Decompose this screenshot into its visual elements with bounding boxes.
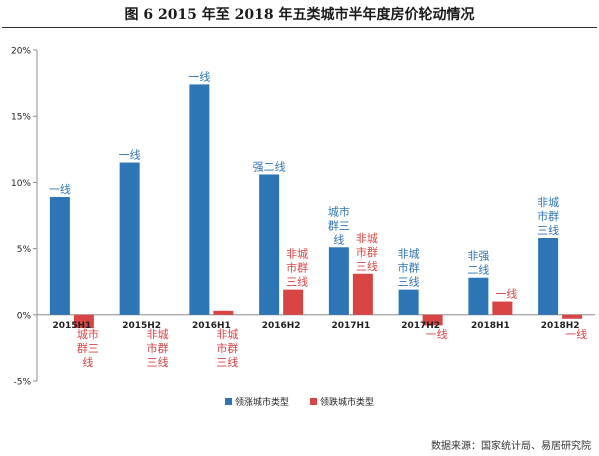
bar-rising	[189, 84, 210, 315]
legend-label: 领涨城市类型	[235, 396, 289, 408]
x-tick-label: 2017H1	[331, 321, 370, 331]
legend-label: 领跌城市类型	[320, 396, 374, 408]
bar-falling	[352, 273, 373, 315]
falling-city-label: 非城市群三线	[356, 232, 378, 273]
y-tick-label: -5%	[13, 378, 31, 388]
bar-falling	[422, 314, 443, 326]
bar-rising	[468, 277, 489, 315]
x-tick-label: 2015H1	[52, 321, 91, 331]
falling-city-label: 非城市群三线	[286, 248, 308, 289]
rising-city-label: 非城市群三线	[398, 248, 420, 289]
x-tick-label: 2016H2	[262, 321, 301, 331]
rising-city-label: 非城市群三线	[537, 196, 559, 237]
bar-falling	[73, 314, 94, 329]
rising-city-label: 一线	[188, 69, 210, 83]
falling-city-label: 非城市群三线	[147, 328, 169, 369]
bar-rising	[398, 289, 419, 315]
rising-city-label: 一线	[49, 182, 71, 196]
falling-city-label: 一线	[565, 327, 587, 341]
y-tick-label: 10%	[11, 179, 31, 189]
legend-swatch	[310, 398, 317, 405]
rising-city-label: 非强二线	[467, 250, 489, 277]
rising-city-label: 强二线	[253, 159, 286, 173]
rising-city-label: 城市群三线	[328, 204, 350, 246]
legend-swatch	[225, 398, 232, 405]
x-tick-label: 2016H1	[192, 321, 231, 331]
bar-rising	[49, 196, 70, 315]
y-tick-label: 20%	[11, 47, 31, 57]
bar-rising	[328, 247, 349, 315]
falling-city-label: 一线	[426, 327, 448, 341]
falling-city-label: 城市群三线	[77, 327, 99, 369]
rising-city-label: 一线	[119, 148, 141, 162]
bar-falling	[213, 310, 234, 315]
x-tick-label: 2018H1	[471, 321, 510, 331]
y-tick-label: 0%	[17, 311, 32, 321]
falling-city-label: 非城市群三线	[216, 328, 238, 369]
title-divider	[2, 27, 597, 28]
y-tick-label: 5%	[17, 245, 32, 255]
falling-city-label: 一线	[495, 287, 517, 301]
bar-rising	[538, 238, 559, 315]
chart-title: 图 6 2015 年至 2018 年五类城市半年度房价轮动情况	[124, 7, 475, 23]
x-tick-label: 2015H2	[122, 321, 161, 331]
x-tick-label: 2018H2	[541, 321, 580, 331]
bar-rising	[259, 174, 280, 315]
bar-falling	[492, 301, 513, 315]
x-tick-label: 2017H2	[401, 321, 440, 331]
bar-rising	[119, 162, 140, 315]
source-note: 数据来源：国家统计局、易居研究院	[431, 441, 591, 452]
bar-falling	[562, 314, 583, 319]
bar-falling	[283, 289, 304, 315]
y-tick-label: 15%	[11, 113, 31, 123]
